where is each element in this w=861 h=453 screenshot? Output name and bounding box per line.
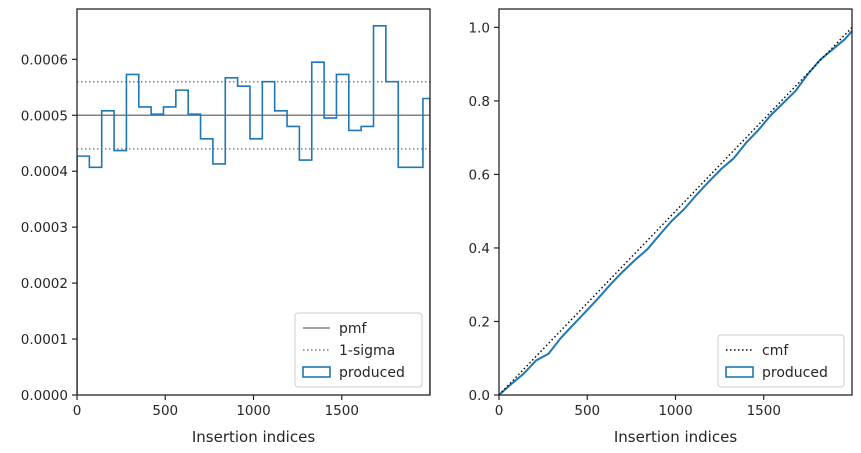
left-legend-label-pmf: pmf: [339, 321, 368, 337]
right-y-tick-label: 0.4: [469, 241, 490, 257]
left-x-tick-label: 1000: [236, 403, 270, 419]
left-y-tick-label: 0.0000: [21, 388, 68, 404]
right-y-tick-label: 0.8: [469, 94, 490, 110]
right-legend-label-produced: produced: [762, 365, 828, 381]
right-y-tick-label: 0.2: [469, 314, 490, 330]
left-y-tick-label: 0.0002: [21, 276, 68, 292]
left-y-tick-label: 0.0004: [21, 164, 68, 180]
right-x-tick-label: 500: [574, 403, 600, 419]
left-legend-box: [294, 312, 423, 388]
left-axis-ticks: 0 500 1000 1500 0.0000 0.0001 0.0002 0.0003 0.00…: [21, 52, 359, 419]
left-pmf-panel: 0 500 1000 1500 0.0000 0.0001 0.0002 0.0003 0.00…: [21, 8, 431, 446]
left-x-tick-label: 500: [152, 403, 178, 419]
left-y-tick-label: 0.0006: [21, 52, 68, 68]
right-x-axis-label: Insertion indices: [614, 428, 737, 446]
left-legend-handle-produced: [302, 366, 331, 378]
left-x-axis-label: Insertion indices: [192, 428, 315, 446]
right-y-tick-label: 0.6: [469, 167, 490, 183]
right-x-tick-label: 1000: [658, 403, 692, 419]
right-legend-box: [717, 334, 845, 388]
left-y-tick-label: 0.0005: [21, 108, 68, 124]
right-y-tick-label: 1.0: [469, 20, 490, 36]
left-legend: pmf 1-sigma produced: [294, 312, 423, 388]
left-y-tick-label: 0.0003: [21, 220, 68, 236]
right-legend: cmf produced: [717, 334, 845, 388]
cmf-line: [499, 26, 852, 395]
left-x-tick-label: 1500: [325, 403, 359, 419]
right-legend-label-cmf: cmf: [762, 343, 789, 359]
produced-histogram: [77, 24, 430, 395]
left-x-tick-label: 0: [73, 403, 82, 419]
left-y-tick-label: 0.0001: [21, 332, 68, 348]
left-legend-label-1-sigma: 1-sigma: [339, 343, 395, 359]
right-x-tick-label: 1500: [747, 403, 781, 419]
left-plot-marks: [76, 8, 431, 396]
right-y-tick-label: 0.0: [469, 388, 490, 404]
left-legend-label-produced: produced: [339, 365, 405, 381]
right-cmf-panel: 0 500 1000 1500 0.0 0.2 0.4 0.6 0.8 1.0 cmf produc…: [469, 8, 853, 446]
right-axis-ticks: 0 500 1000 1500 0.0 0.2 0.4 0.6 0.8 1.0: [469, 20, 781, 419]
produced-cumulative-line: [499, 30, 852, 395]
right-x-tick-label: 0: [495, 403, 504, 419]
right-legend-handle-produced: [725, 366, 754, 378]
